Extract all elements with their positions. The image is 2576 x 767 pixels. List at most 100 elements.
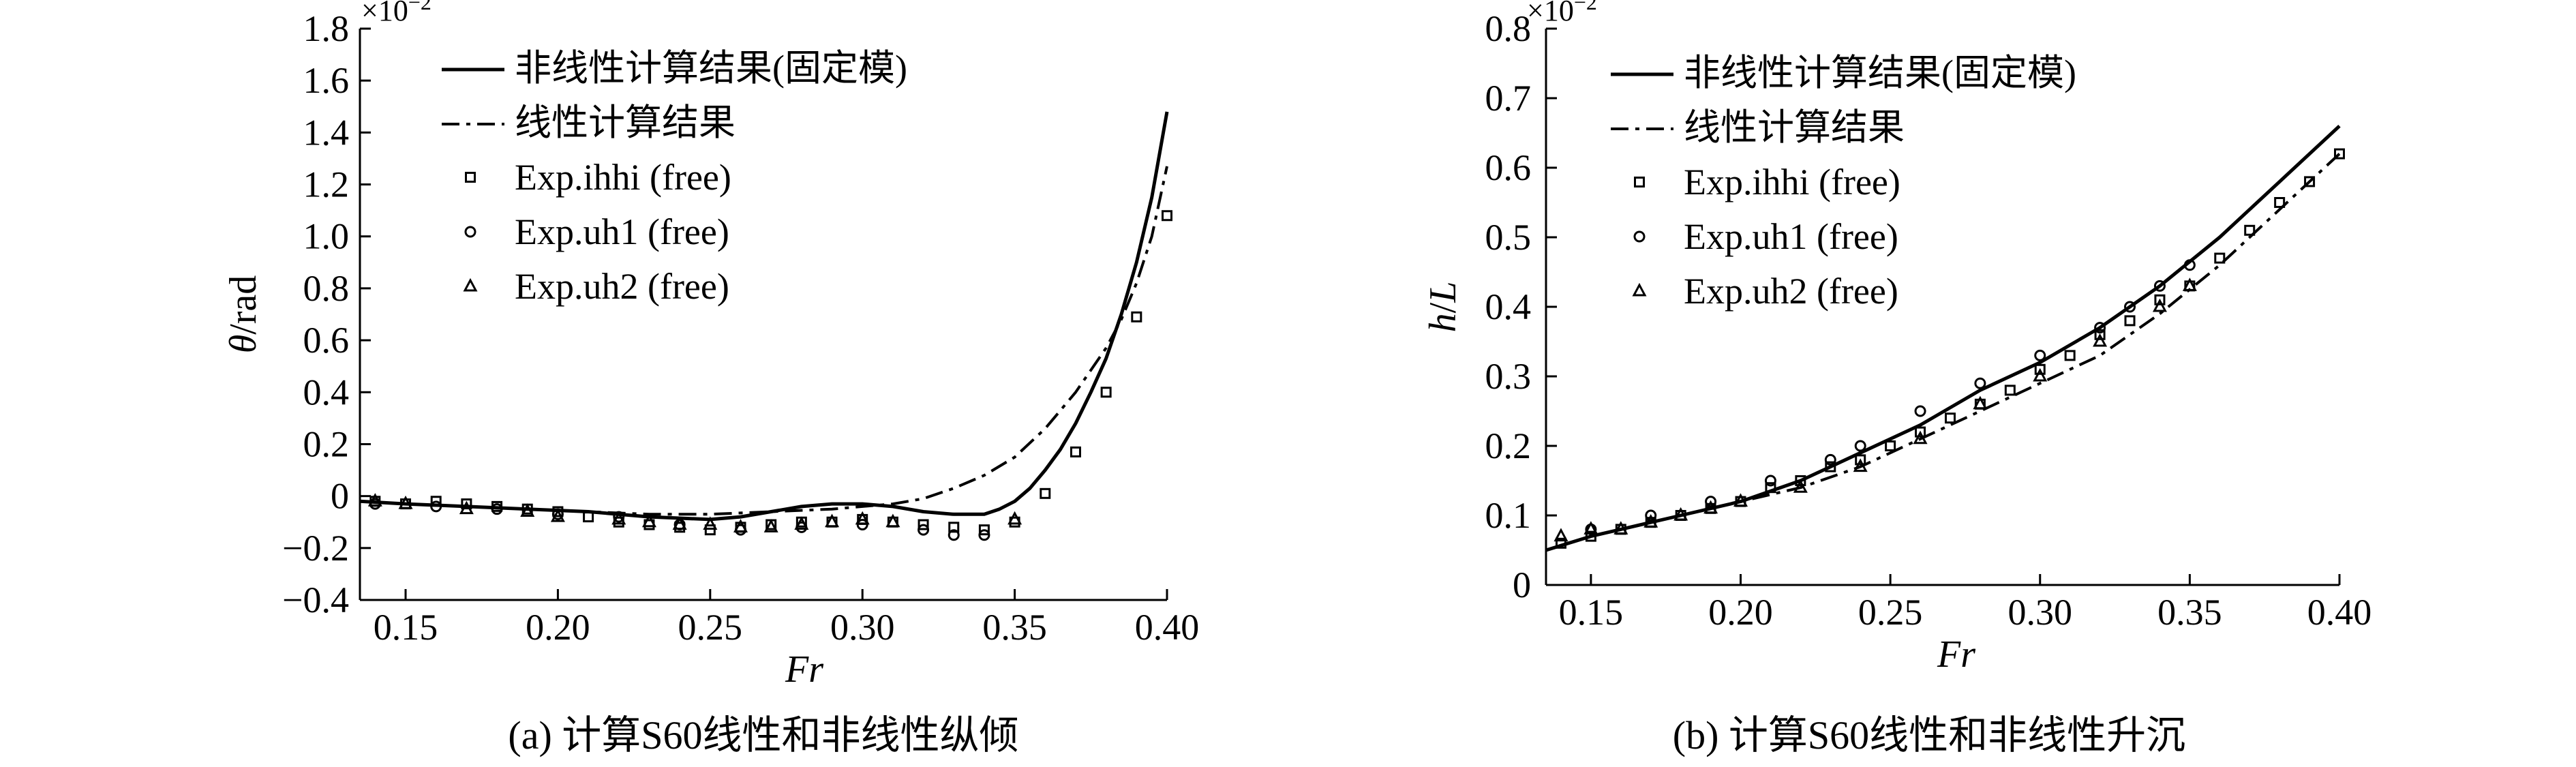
legend-swatch-square (1634, 177, 1645, 187)
legend-label: 非线性计算结果(固定模) (1684, 52, 2076, 93)
data-point-triangle (885, 513, 900, 528)
x-tick-label: 0.40 (2307, 592, 2372, 633)
data-point-triangle (794, 516, 809, 530)
data-point-triangle (1643, 514, 1658, 528)
data-point-triangle (2093, 333, 2108, 347)
x-tick-label: 0.20 (526, 607, 590, 648)
data-point-triangle (2033, 367, 2048, 382)
y-tick-label: 0.2 (303, 423, 350, 464)
data-point-triangle (825, 513, 840, 528)
x-tick-label: 0.40 (1135, 607, 1200, 648)
legend-label: Exp.ihhi (free) (515, 157, 731, 198)
x-tick-label: 0.30 (830, 607, 895, 648)
data-point-triangle (1703, 500, 1718, 514)
data-point-triangle (1584, 521, 1598, 535)
y-tick-label: 1.4 (303, 112, 350, 153)
data-point-square (583, 511, 594, 523)
data-point-square (2034, 363, 2046, 375)
y-tick-label: 0.8 (303, 268, 350, 309)
data-point-triangle (763, 519, 778, 532)
data-point-circle (978, 529, 990, 541)
y-tick-label: 0 (1513, 565, 1531, 605)
data-point-square (1555, 537, 1566, 549)
data-point-square (1915, 426, 1926, 438)
data-point-circle (491, 503, 503, 515)
legend-swatch-triangle (463, 277, 478, 292)
series-line-nonlinear (1545, 124, 2341, 552)
y-tick-label: 0.4 (303, 372, 350, 412)
y-tick-label: 0.4 (1485, 286, 1532, 327)
data-point-square (1070, 446, 1081, 457)
y-tick-label: 0.2 (1485, 425, 1532, 466)
data-point-square (1885, 440, 1896, 451)
y-tick-label: 1.6 (303, 60, 350, 101)
chart-panel-a: −0.4 −0.2 0 0.2 0.4 0.6 0.8 1.0 1.2 1.4 1.6 1.8 0.15… (222, 0, 1199, 757)
multiplier-base: ×10 (1527, 0, 1574, 27)
legend-label: Exp.uh2 (free) (515, 266, 729, 307)
y-tick-label: 0.3 (1485, 356, 1532, 397)
data-point-square (2334, 148, 2345, 160)
data-point-triangle (520, 503, 535, 517)
multiplier-base: ×10 (361, 0, 408, 27)
data-point-circle (430, 500, 442, 513)
data-point-triangle (672, 516, 687, 530)
data-point-square (978, 524, 990, 536)
data-point-circle (1914, 405, 1926, 417)
y-tick-label: 0.1 (1485, 495, 1532, 536)
y-tick-label: −0.4 (282, 580, 349, 620)
data-point-circle (2034, 349, 2046, 361)
data-point-triangle (2152, 298, 2167, 312)
data-point-circle (2153, 280, 2166, 292)
data-point-circle (1705, 496, 1717, 508)
data-point-square (1825, 461, 1836, 472)
y-tick-label: 1.2 (303, 164, 350, 205)
data-point-square (918, 519, 929, 530)
y-tick-label: 0.6 (1485, 147, 1532, 188)
data-point-square (2274, 197, 2286, 208)
data-point-triangle (1853, 458, 1868, 472)
y-axis-label-var: θ (222, 335, 264, 354)
data-point-triangle (1793, 479, 1808, 493)
y-tick-label: 0.5 (1485, 217, 1532, 258)
data-point-square (2244, 224, 2256, 236)
data-point-circle (2094, 322, 2106, 334)
data-point-triangle (855, 511, 870, 525)
multiplier-exponent: −2 (1574, 0, 1597, 14)
axis-multiplier: ×10−2 (361, 0, 431, 27)
x-tick-label: 0.35 (2157, 592, 2222, 633)
data-point-circle (1645, 509, 1657, 522)
data-point-triangle (1733, 493, 1748, 507)
data-point-circle (1854, 440, 1866, 452)
y-tick-label: 0.7 (1485, 78, 1532, 119)
series-line-nonlinear (359, 111, 1169, 522)
data-point-triangle (459, 500, 474, 515)
legend-label: Exp.uh1 (free) (1684, 216, 1898, 257)
data-point-triangle (1613, 521, 1628, 535)
y-tick-label: 1.0 (303, 216, 350, 257)
legend-swatch-square (465, 172, 476, 183)
data-point-square (704, 524, 716, 536)
data-point-square (1765, 482, 1776, 494)
figure-caption: (a) 计算S60线性和非线性纵倾 (508, 713, 1018, 757)
x-tick-label: 0.20 (1708, 592, 1773, 633)
data-point-square (2304, 176, 2316, 187)
legend-label: Exp.uh1 (free) (515, 211, 729, 252)
data-point-square (1100, 387, 1112, 398)
series-line-linear (1545, 153, 2341, 552)
data-point-square (2004, 385, 2016, 396)
data-point-triangle (2182, 277, 2197, 291)
data-point-triangle (367, 493, 382, 507)
y-axis-label-unit: /rad (222, 275, 264, 335)
data-point-circle (2124, 301, 2136, 313)
y-axis-label: θ/rad (222, 275, 264, 354)
data-point-circle (856, 519, 868, 531)
x-tick-label: 0.30 (2008, 592, 2073, 633)
multiplier-exponent: −2 (408, 0, 431, 14)
legend-label: Exp.ihhi (free) (1684, 162, 1900, 202)
data-point-square (1131, 311, 1142, 322)
data-point-square (948, 522, 960, 533)
data-point-square (461, 498, 472, 510)
y-axis-label-sep: / (1422, 302, 1464, 313)
data-point-circle (1824, 453, 1836, 466)
data-point-triangle (641, 513, 656, 528)
